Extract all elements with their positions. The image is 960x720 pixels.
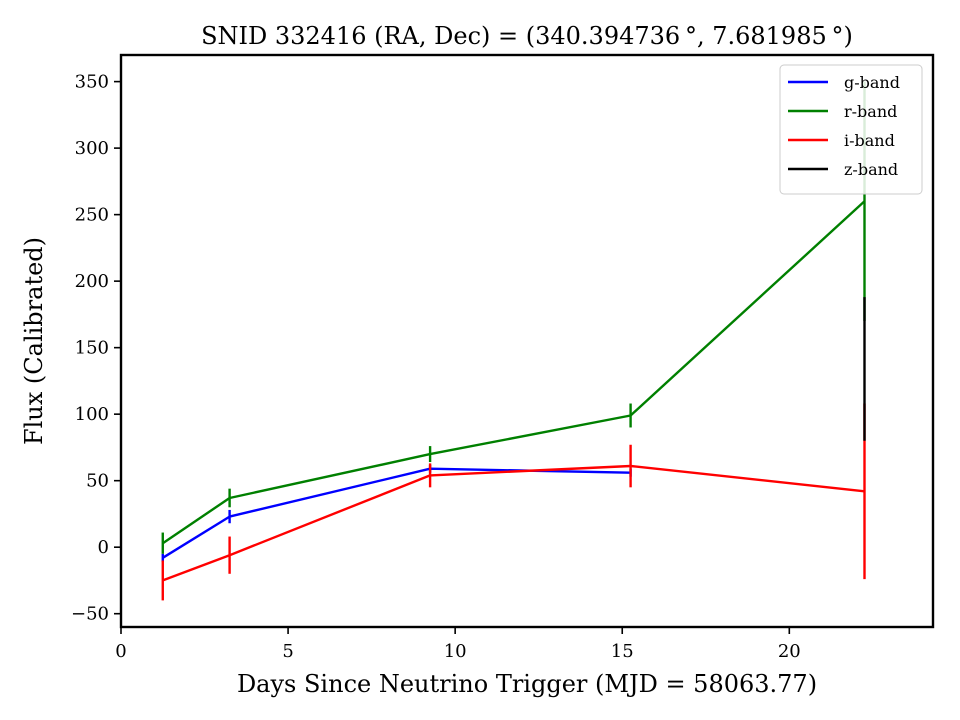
y-tick-label: 300: [75, 138, 109, 159]
y-tick-label: 50: [86, 471, 109, 492]
legend: g-band r-band i-band z-band: [779, 64, 923, 195]
legend-label-r-band: r-band: [844, 102, 897, 121]
x-axis-label: Days Since Neutrino Trigger (MJD = 58063…: [237, 670, 817, 698]
legend-label-i-band: i-band: [844, 131, 895, 150]
legend-box: [779, 64, 923, 195]
y-tick-label: −50: [71, 604, 109, 625]
x-tick-label: 10: [444, 641, 467, 662]
chart-title: SNID 332416 (RA, Dec) = (340.394736 °, 7…: [201, 22, 853, 50]
legend-label-g-band: g-band: [844, 73, 900, 92]
plot-area: 0 5 10 15 20 −50 0 50 100 150 200 250 300 350: [71, 53, 935, 662]
legend-label-z-band: z-band: [844, 160, 898, 179]
x-tick-label: 5: [282, 641, 293, 662]
plot-frame: [119, 53, 935, 629]
y-tick-label: 200: [75, 271, 109, 292]
y-tick-label: 100: [75, 404, 109, 425]
x-tick-label: 20: [778, 641, 801, 662]
y-tick-label: 350: [75, 72, 109, 93]
x-tick-label: 15: [611, 641, 634, 662]
x-tick-label: 0: [115, 641, 126, 662]
y-tick-label: 0: [98, 537, 109, 558]
y-tick-label: 250: [75, 205, 109, 226]
y-tick-label: 150: [75, 338, 109, 359]
y-axis-label: Flux (Calibrated): [20, 237, 48, 445]
